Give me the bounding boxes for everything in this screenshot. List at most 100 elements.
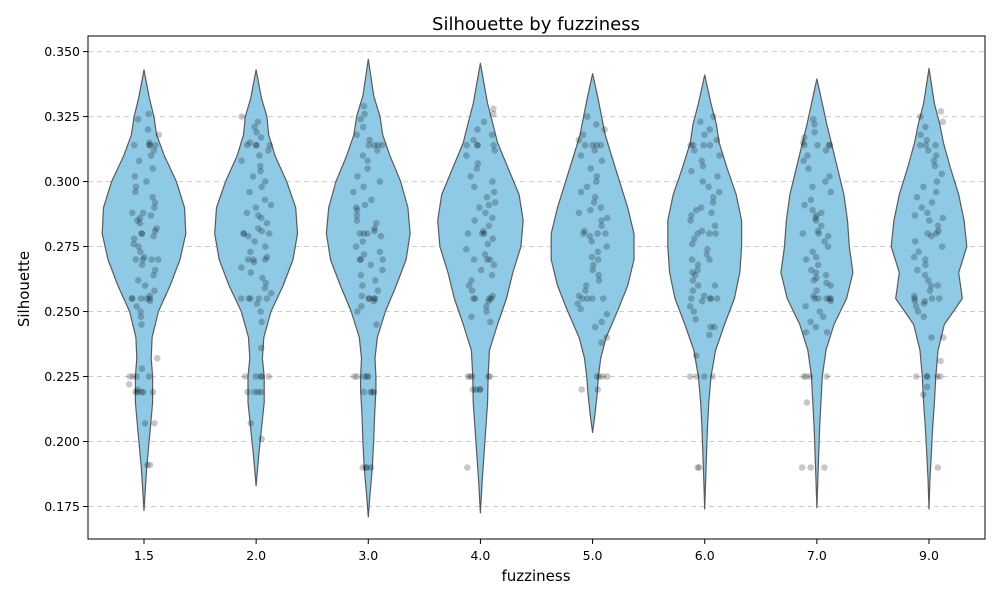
strip-point (468, 373, 476, 380)
strip-point (812, 323, 820, 331)
strip-point (806, 373, 814, 380)
strip-point (366, 136, 373, 144)
strip-point (709, 373, 717, 380)
strip-point (822, 147, 830, 154)
strip-point (474, 141, 481, 149)
strip-point (251, 388, 258, 396)
strip-point (588, 253, 596, 261)
strip-point (490, 110, 497, 118)
x-tick-label: 3.0 (358, 548, 378, 563)
strip-point (827, 295, 835, 302)
strip-point (827, 188, 834, 196)
strip-point (925, 147, 932, 154)
strip-point (814, 227, 822, 235)
strip-point (694, 464, 702, 471)
strip-point (487, 318, 494, 326)
strip-point (467, 173, 474, 180)
strip-point (910, 253, 918, 261)
strip-point (924, 277, 932, 284)
x-tick-label: 2.0 (246, 548, 266, 563)
strip-point (483, 303, 490, 310)
strip-point (133, 373, 140, 380)
strip-point (154, 355, 161, 362)
strip-point (920, 300, 928, 308)
strip-point (262, 178, 269, 185)
y-tick-label: 0.275 (44, 239, 80, 254)
strip-point (138, 365, 146, 373)
strip-point (699, 162, 707, 170)
violin-5.0 (550, 73, 635, 433)
strip-point (926, 217, 933, 224)
strip-point (353, 373, 361, 380)
strip-point (463, 141, 471, 149)
strip-point (912, 373, 920, 380)
strip-point (603, 243, 610, 250)
strip-point (922, 261, 929, 269)
strip-point (140, 253, 148, 261)
strip-point (935, 295, 943, 302)
strip-point (921, 271, 929, 279)
strip-point (694, 230, 701, 237)
strip-point (822, 271, 830, 279)
strip-point (265, 230, 273, 237)
strip-point (474, 160, 482, 167)
strip-point (137, 313, 145, 321)
strip-point (798, 464, 806, 471)
strip-point (710, 113, 717, 120)
strip-point (814, 261, 822, 269)
strip-point (490, 188, 498, 196)
x-axis-ticks: 1.5 2.0 3.0 4.0 5.0 6.0 7.0 9.0 (134, 539, 939, 563)
strip-point (816, 308, 823, 315)
strip-point (360, 373, 368, 380)
strip-point (350, 188, 357, 196)
strip-point (257, 134, 265, 141)
strip-point (483, 308, 490, 315)
strip-point (716, 152, 723, 159)
strip-point (253, 141, 260, 149)
strip-point (364, 157, 371, 165)
strip-point (477, 266, 485, 274)
strip-point (920, 183, 927, 191)
violin-9.0 (890, 67, 968, 510)
strip-point (823, 329, 831, 336)
strip-point (815, 295, 822, 302)
strip-point (129, 373, 137, 380)
strip-point (126, 373, 133, 380)
strip-point (485, 201, 493, 209)
strip-point (267, 201, 275, 209)
strip-point (590, 199, 598, 206)
strip-point (480, 227, 487, 235)
strip-point (586, 232, 594, 240)
strip-point (595, 373, 603, 380)
strip-point (482, 209, 489, 217)
strip-point (487, 295, 495, 302)
strip-point (699, 178, 707, 185)
strip-point (801, 141, 808, 149)
strip-point (252, 204, 260, 211)
strip-point (912, 303, 920, 310)
strip-point (139, 256, 147, 263)
strip-point (918, 204, 926, 211)
strip-point (706, 126, 713, 133)
strip-point (462, 245, 470, 253)
strip-point (241, 373, 249, 380)
strip-point (910, 292, 918, 300)
strip-point (145, 373, 153, 380)
strip-point (591, 323, 599, 331)
strip-point (485, 297, 493, 305)
strip-point (251, 123, 258, 131)
violin-1.5 (101, 69, 187, 511)
strip-point (706, 256, 713, 263)
strip-point (148, 256, 155, 263)
strip-point (693, 206, 700, 214)
strip-point (577, 305, 584, 313)
strip-point (917, 113, 924, 120)
strip-point (128, 295, 136, 302)
strip-point (130, 240, 137, 248)
strip-point (581, 141, 589, 149)
strip-point (708, 209, 715, 217)
strip-point (587, 165, 594, 172)
strip-point (145, 141, 153, 149)
strip-point (468, 287, 476, 295)
strip-point (698, 297, 706, 305)
